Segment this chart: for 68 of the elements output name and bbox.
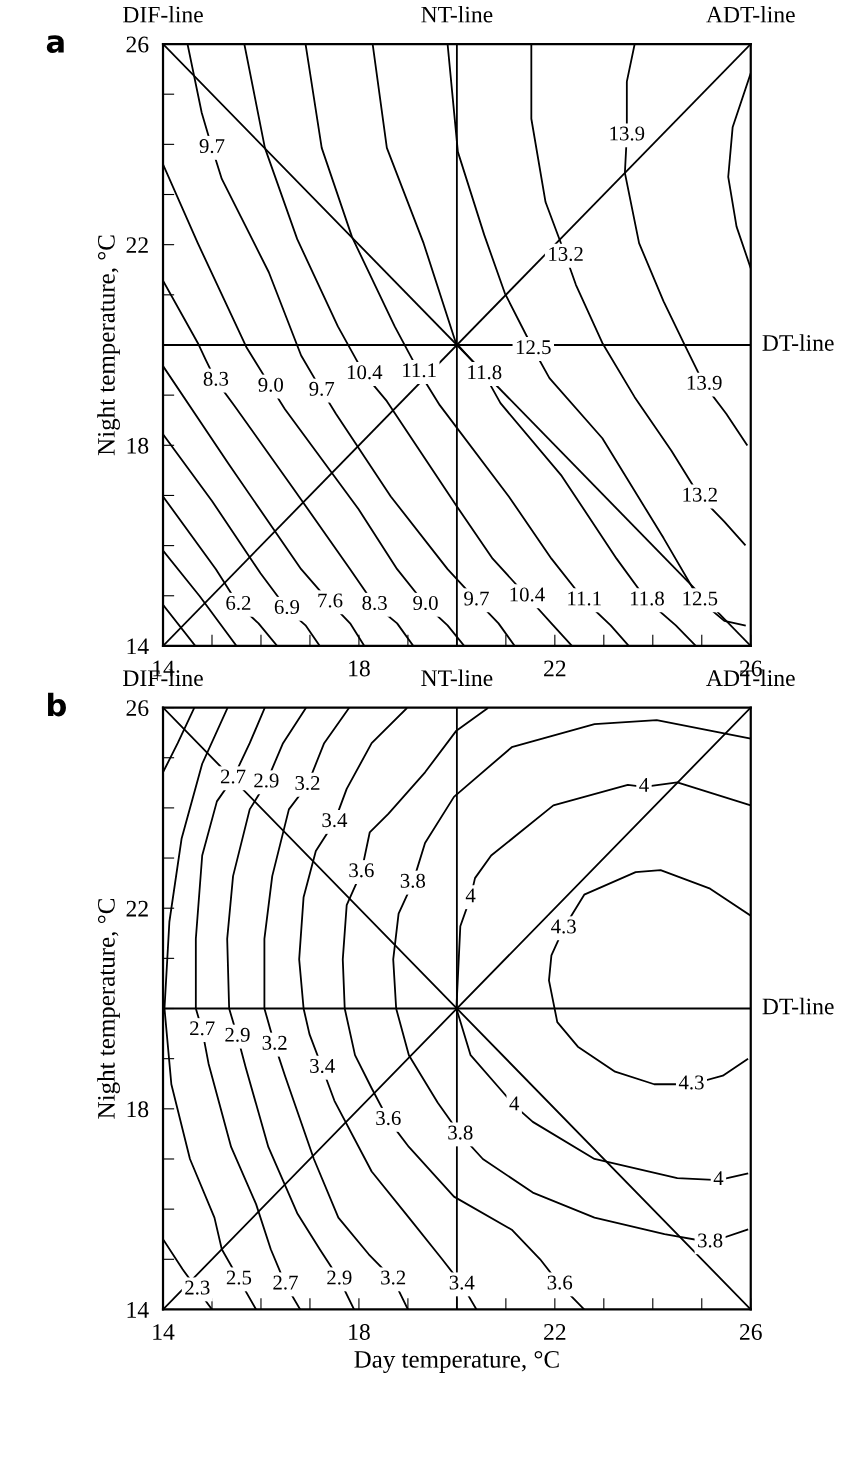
y-tick-label: 18	[127, 437, 149, 454]
annotation: 3.2	[262, 1035, 287, 1050]
annotation: 6.9	[274, 600, 300, 615]
annotation: 11.8	[630, 591, 664, 606]
x-tick-label: 14	[153, 1324, 175, 1340]
annotation: 3.4	[310, 1058, 335, 1074]
annotation: 10.4	[347, 365, 383, 380]
annotation: 3.8	[400, 873, 426, 888]
chart-title: b	[48, 692, 66, 717]
annotation: 9.0	[258, 377, 283, 392]
y-tick-label: 14	[127, 638, 149, 655]
annotation: 3.2	[381, 1270, 406, 1285]
y-tick-label: 26	[126, 700, 149, 716]
annotation: 2.5	[226, 1270, 252, 1285]
annotation: 3.4	[322, 813, 348, 828]
ref-line-label: NT-line	[421, 669, 493, 687]
annotation: 2.9	[254, 773, 279, 788]
annotation: 4.3	[678, 1075, 704, 1090]
annotation: 4	[509, 1096, 520, 1111]
y-axis-title: Night temperature, °C	[97, 899, 120, 1119]
annotation: 10.4	[510, 587, 545, 602]
annotation: 4.3	[551, 919, 576, 934]
annotation: 2.3	[185, 1280, 210, 1295]
annotation: 4	[713, 1171, 724, 1186]
annotation: 3.4	[449, 1275, 475, 1290]
x-tick-label: 18	[349, 1324, 370, 1340]
annotation: 9.7	[464, 591, 489, 606]
annotation: 13.9	[687, 375, 722, 390]
annotation: 11.1	[568, 591, 601, 606]
annotation: 9.0	[413, 595, 438, 611]
annotation: 3.6	[376, 1111, 401, 1126]
annotation: 8.3	[362, 595, 387, 611]
annotation: 3.2	[295, 776, 320, 791]
annotation: 7.6	[318, 593, 343, 608]
ref-line-label: DT-line	[762, 334, 834, 351]
ref-line-label: NT-line	[421, 5, 493, 23]
x-tick-label: 22	[544, 1324, 566, 1340]
x-tick-label: 22	[544, 660, 566, 677]
annotation: 3.6	[349, 863, 374, 878]
annotation: 9.7	[309, 381, 335, 396]
x-axis-title: Day temperature, °C	[354, 1350, 559, 1373]
annotation: 2.9	[225, 1027, 250, 1042]
annotation: 13.2	[683, 487, 717, 502]
annotation: 2.7	[190, 1021, 215, 1036]
x-tick-label: 26	[739, 1324, 762, 1340]
annotation: 4	[639, 778, 649, 792]
series-label: DIF-line	[123, 5, 203, 23]
annotation: 3.6	[547, 1275, 573, 1290]
x-tick-label: 18	[349, 660, 370, 677]
series-label: ADT-line	[706, 5, 795, 23]
annotation: 3.8	[698, 1233, 723, 1248]
y-tick-label: 14	[127, 1302, 149, 1318]
annotation: 6.2	[226, 596, 251, 611]
annotation: 9.7	[199, 139, 225, 154]
ref-line-label: DT-line	[762, 997, 834, 1015]
annotation: 2.7	[273, 1275, 298, 1290]
y-tick-label: 22	[126, 900, 148, 917]
annotation: 2.7	[220, 769, 246, 784]
annotation: 2.9	[327, 1270, 352, 1285]
y-tick-label: 26	[126, 36, 149, 53]
chart-title: a	[46, 35, 64, 53]
y-axis-title: Night temperature, °C	[97, 235, 120, 456]
annotation: 8.3	[203, 371, 229, 386]
y-tick-label: 18	[127, 1101, 149, 1118]
annotation: 4	[465, 888, 476, 903]
annotation: 3.8	[448, 1125, 473, 1140]
y-tick-label: 22	[126, 237, 148, 253]
annotation: 13.9	[610, 126, 645, 141]
